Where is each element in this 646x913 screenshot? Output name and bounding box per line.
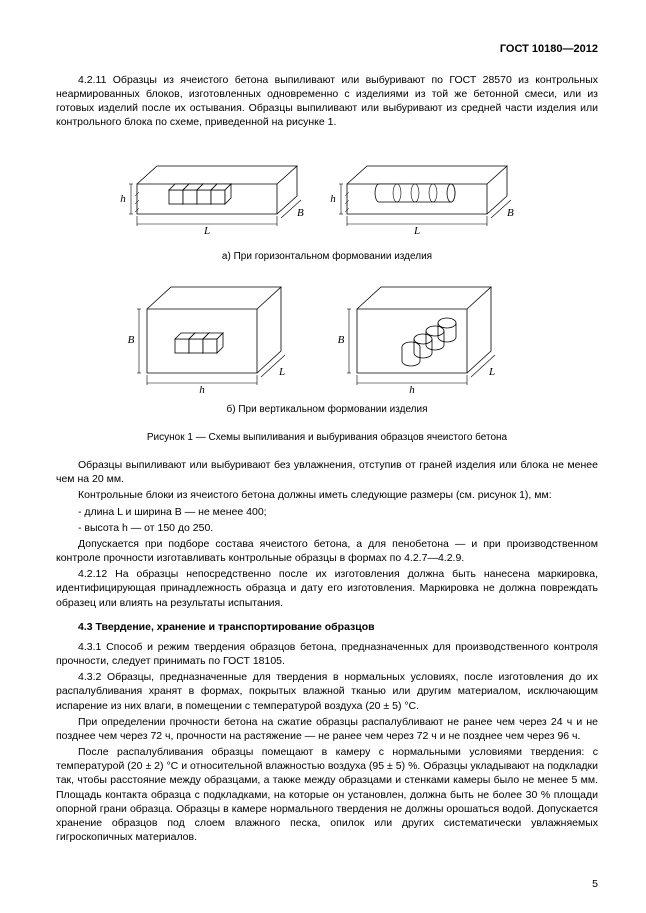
- svg-text:h: h: [199, 384, 205, 396]
- para-samples-cut: Образцы выпиливают или выбуривают без ув…: [56, 458, 598, 486]
- para-4-3-1: 4.3.1 Способ и режим твердения образцов …: [56, 640, 598, 668]
- figure-caption: Рисунок 1 — Схемы выпиливания и выбурива…: [56, 431, 598, 445]
- caption-b: б) При вертикальном формовании изделия: [56, 403, 598, 417]
- para-allowed-forms: Допускается при подборе состава ячеистог…: [56, 537, 598, 565]
- page-number: 5: [592, 877, 598, 891]
- para-block-sizes: Контрольные блоки из ячеистого бетона до…: [56, 488, 598, 502]
- para-strength-timing: При определении прочности бетона на сжат…: [56, 715, 598, 743]
- svg-text:h: h: [409, 384, 415, 396]
- svg-text:L: L: [203, 225, 210, 237]
- svg-text:L: L: [278, 366, 285, 378]
- svg-text:B: B: [297, 207, 304, 219]
- para-4-2-11: 4.2.11 Образцы из ячеистого бетона выпил…: [56, 73, 598, 130]
- svg-text:h: h: [330, 193, 336, 205]
- svg-text:B: B: [338, 334, 345, 346]
- section-4-3-title: 4.3 Твердение, хранение и транспортирова…: [56, 620, 598, 634]
- svg-text:L: L: [488, 366, 495, 378]
- doc-header: ГОСТ 10180—2012: [56, 42, 598, 57]
- para-after-demold: После распалубливания образцы помещают в…: [56, 745, 598, 844]
- figure-b: h L B: [56, 277, 598, 397]
- para-dim-h: - высота h — от 150 до 250.: [56, 521, 598, 535]
- para-4-2-12: 4.2.12 На образцы непосредственно после …: [56, 567, 598, 610]
- para-4-3-2: 4.3.2 Образцы, предназначенные для тверд…: [56, 670, 598, 713]
- svg-text:L: L: [413, 225, 420, 237]
- svg-text:h: h: [120, 193, 126, 205]
- caption-a: a) При горизонтальном формовании изделия: [56, 250, 598, 264]
- svg-text:B: B: [128, 334, 135, 346]
- svg-text:B: B: [507, 207, 514, 219]
- figure-a: L B h: [56, 144, 598, 244]
- para-dim-l-b: - длина L и ширина B — не менее 400;: [56, 505, 598, 519]
